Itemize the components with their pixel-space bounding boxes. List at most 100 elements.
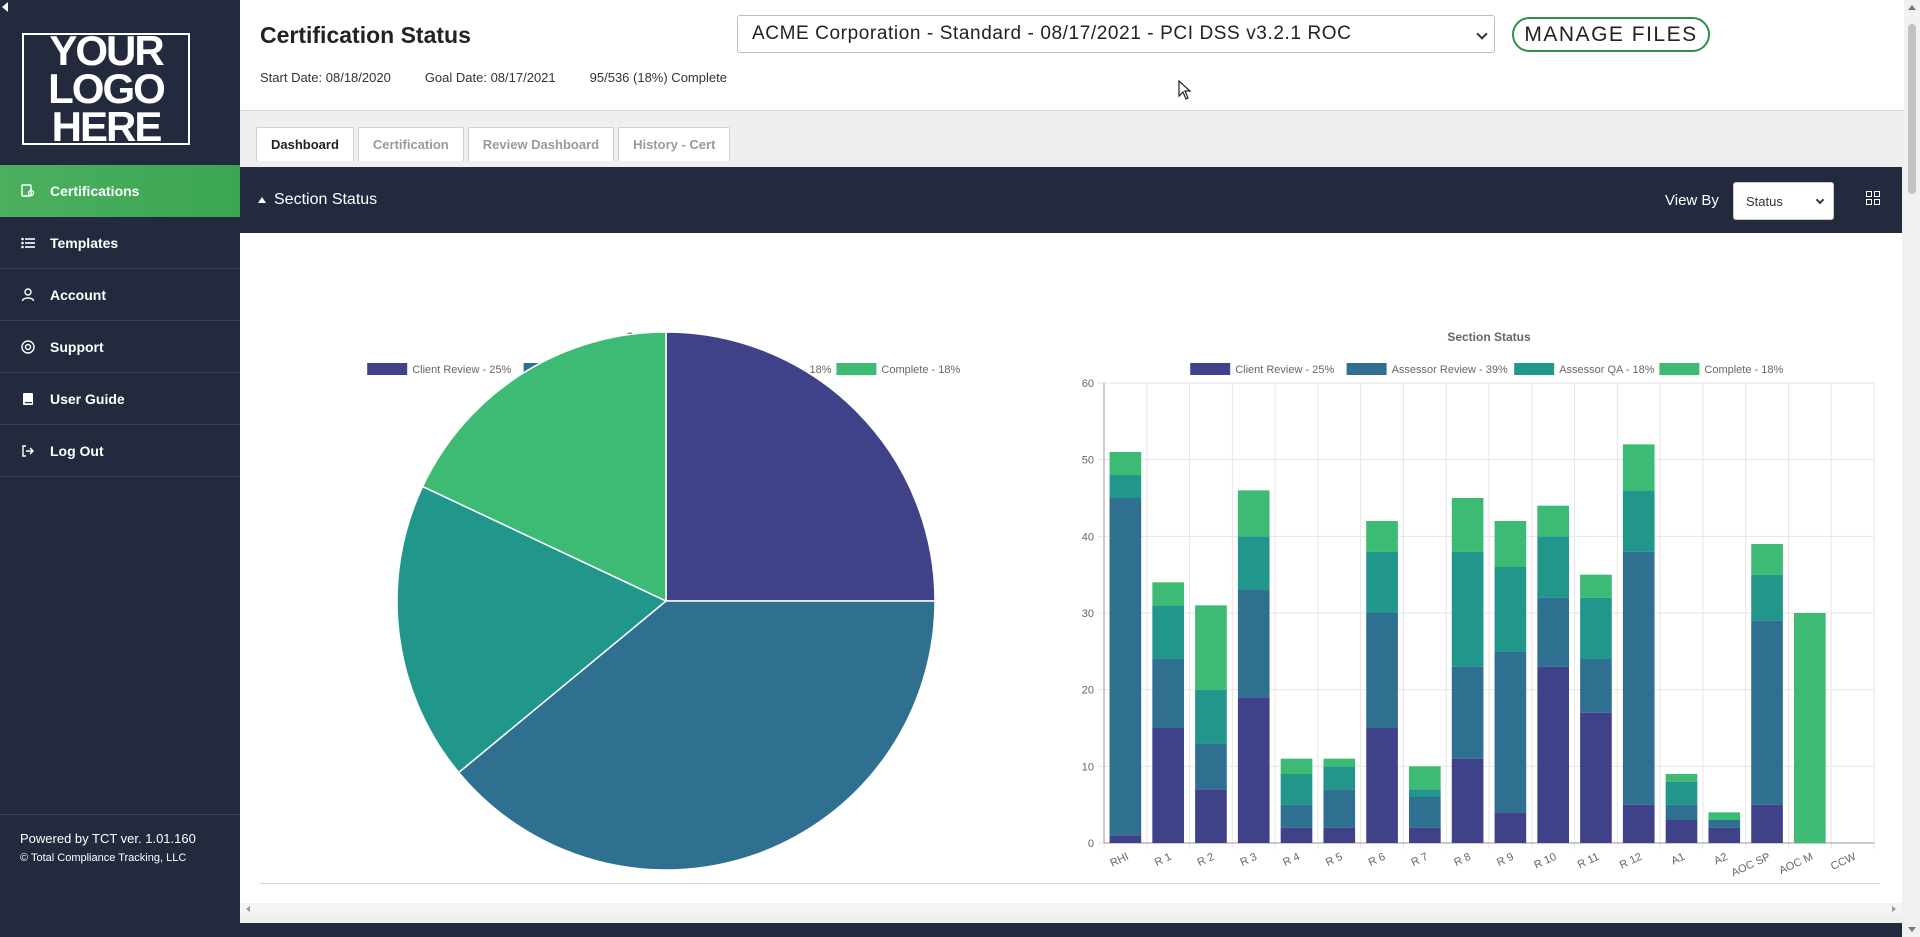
legend-swatch bbox=[1190, 363, 1231, 375]
main-content: Dashboard Certification Review Dashboard… bbox=[240, 110, 1904, 937]
legend-label: Assessor QA - 18% bbox=[1559, 364, 1655, 376]
scroll-right-icon[interactable] bbox=[1892, 906, 1896, 912]
x-tick-label: AOC SP bbox=[1730, 851, 1773, 879]
bar-segment bbox=[1751, 574, 1783, 621]
bar-segment bbox=[1708, 820, 1741, 828]
bar-segment bbox=[1751, 620, 1783, 805]
x-tick-label: R 5 bbox=[1324, 851, 1345, 869]
view-by-label: View By bbox=[1665, 192, 1719, 209]
vertical-scrollbar[interactable] bbox=[1904, 0, 1920, 937]
bar-segment bbox=[1280, 758, 1313, 774]
bar-segment bbox=[1195, 605, 1227, 690]
bar-segment bbox=[1280, 774, 1313, 805]
x-tick-label: RHI bbox=[1108, 851, 1130, 870]
legend-label: Complete - 18% bbox=[881, 364, 960, 376]
bar-segment bbox=[1665, 820, 1698, 843]
view-by-select-value: Status bbox=[1746, 193, 1783, 209]
x-tick-label: R 2 bbox=[1196, 851, 1217, 869]
bar-segment bbox=[1237, 590, 1270, 698]
sidebar-item-account[interactable]: Account bbox=[0, 269, 240, 321]
tab-certification[interactable]: Certification bbox=[357, 127, 464, 161]
legend-swatch bbox=[367, 363, 408, 375]
section-status-header: Section Status View By Status bbox=[240, 167, 1902, 233]
sidebar-item-certifications[interactable]: Certifications bbox=[0, 165, 240, 217]
bar-segment bbox=[1451, 498, 1484, 552]
x-tick-label: A1 bbox=[1669, 851, 1686, 868]
bar-chart-title: Section Status bbox=[1447, 330, 1531, 344]
bar-segment bbox=[1537, 505, 1569, 537]
next-panel-header bbox=[240, 923, 1902, 937]
pie-slice bbox=[396, 485, 668, 774]
bar-segment bbox=[1580, 712, 1612, 843]
y-tick-label: 30 bbox=[1082, 608, 1094, 620]
certification-select[interactable]: ACME Corporation - Standard - 08/17/2021… bbox=[737, 15, 1495, 53]
goal-date: Goal Date: 08/17/2021 bbox=[424, 70, 556, 85]
pie-slice bbox=[457, 600, 936, 871]
bar-segment bbox=[1580, 597, 1612, 659]
sidebar-item-label: Log Out bbox=[50, 442, 104, 459]
bar-segment bbox=[1195, 689, 1227, 744]
bar-segment bbox=[1409, 797, 1441, 828]
bar-segment bbox=[1537, 597, 1569, 667]
sidebar-item-templates[interactable]: Templates bbox=[0, 217, 240, 269]
bar-segment bbox=[1751, 544, 1783, 575]
bar-segment bbox=[1366, 728, 1398, 843]
y-tick-label: 60 bbox=[1082, 378, 1094, 390]
scrollbar-thumb[interactable] bbox=[1908, 24, 1916, 194]
scroll-left-icon[interactable] bbox=[246, 906, 250, 912]
scroll-up-icon[interactable] bbox=[1908, 5, 1916, 10]
bar-segment bbox=[1237, 536, 1270, 590]
grid-view-icon[interactable] bbox=[1866, 191, 1880, 205]
bar-segment bbox=[1323, 766, 1356, 790]
horizontal-scrollbar[interactable] bbox=[240, 903, 1902, 915]
progress-text: 95/536 (18%) Complete bbox=[589, 70, 727, 85]
bar-segment bbox=[1665, 804, 1698, 820]
bar-segment bbox=[1152, 605, 1184, 659]
sidebar-item-user-guide[interactable]: User Guide bbox=[0, 373, 240, 425]
tab-history-cert[interactable]: History - Cert bbox=[618, 127, 731, 161]
bar-segment bbox=[1195, 743, 1227, 790]
sidebar-nav: Certifications Templates Account Support… bbox=[0, 165, 240, 477]
caret-up-icon bbox=[258, 197, 266, 203]
y-tick-label: 20 bbox=[1082, 685, 1094, 697]
start-date: Start Date: 08/18/2020 bbox=[260, 70, 391, 85]
bar-segment bbox=[1280, 827, 1313, 843]
legend-swatch bbox=[1346, 363, 1387, 375]
sidebar: YOUR LOGO HERE Certifications Templates … bbox=[0, 0, 240, 937]
bar-segment bbox=[1622, 551, 1655, 805]
bar-segment bbox=[1537, 666, 1569, 843]
certification-meta: Start Date: 08/18/2020 Goal Date: 08/17/… bbox=[260, 70, 727, 85]
x-tick-label: R 4 bbox=[1281, 851, 1302, 869]
sidebar-item-label: Account bbox=[50, 286, 106, 303]
sidebar-item-log-out[interactable]: Log Out bbox=[0, 425, 240, 477]
x-tick-label: AOC M bbox=[1777, 851, 1815, 877]
bar-segment bbox=[1494, 567, 1527, 652]
bar-segment bbox=[1366, 521, 1398, 552]
manage-files-button[interactable]: MANAGE FILES bbox=[1512, 17, 1710, 52]
bar-segment bbox=[1109, 498, 1142, 836]
bar-segment bbox=[1580, 659, 1612, 713]
bar-segment bbox=[1794, 613, 1826, 843]
bar-segment bbox=[1622, 444, 1655, 491]
tab-dashboard[interactable]: Dashboard bbox=[256, 127, 354, 161]
legend-label: Assessor Review - 39% bbox=[1392, 364, 1508, 376]
section-status-toggle[interactable]: Section Status bbox=[258, 191, 377, 209]
view-by-select[interactable]: Status bbox=[1733, 182, 1834, 220]
pie-slice bbox=[665, 331, 936, 602]
x-tick-label: R 10 bbox=[1532, 851, 1558, 872]
x-tick-label: R 12 bbox=[1618, 851, 1644, 872]
bar-segment bbox=[1451, 666, 1484, 759]
collapse-sidebar-icon[interactable] bbox=[2, 2, 8, 12]
legend-swatch bbox=[1514, 363, 1555, 375]
copyright-text: © Total Compliance Tracking, LLC bbox=[20, 852, 187, 864]
scroll-down-icon[interactable] bbox=[1908, 927, 1916, 932]
y-tick-label: 0 bbox=[1088, 838, 1094, 850]
company-logo: YOUR LOGO HERE bbox=[22, 30, 190, 148]
bar-segment bbox=[1409, 827, 1441, 843]
bar-segment bbox=[1109, 835, 1142, 843]
sidebar-item-support[interactable]: Support bbox=[0, 321, 240, 373]
certification-select-value: ACME Corporation - Standard - 08/17/2021… bbox=[752, 23, 1352, 44]
chevron-down-icon bbox=[1476, 28, 1488, 40]
bar-segment bbox=[1494, 521, 1527, 567]
tab-review-dashboard[interactable]: Review Dashboard bbox=[467, 127, 615, 161]
